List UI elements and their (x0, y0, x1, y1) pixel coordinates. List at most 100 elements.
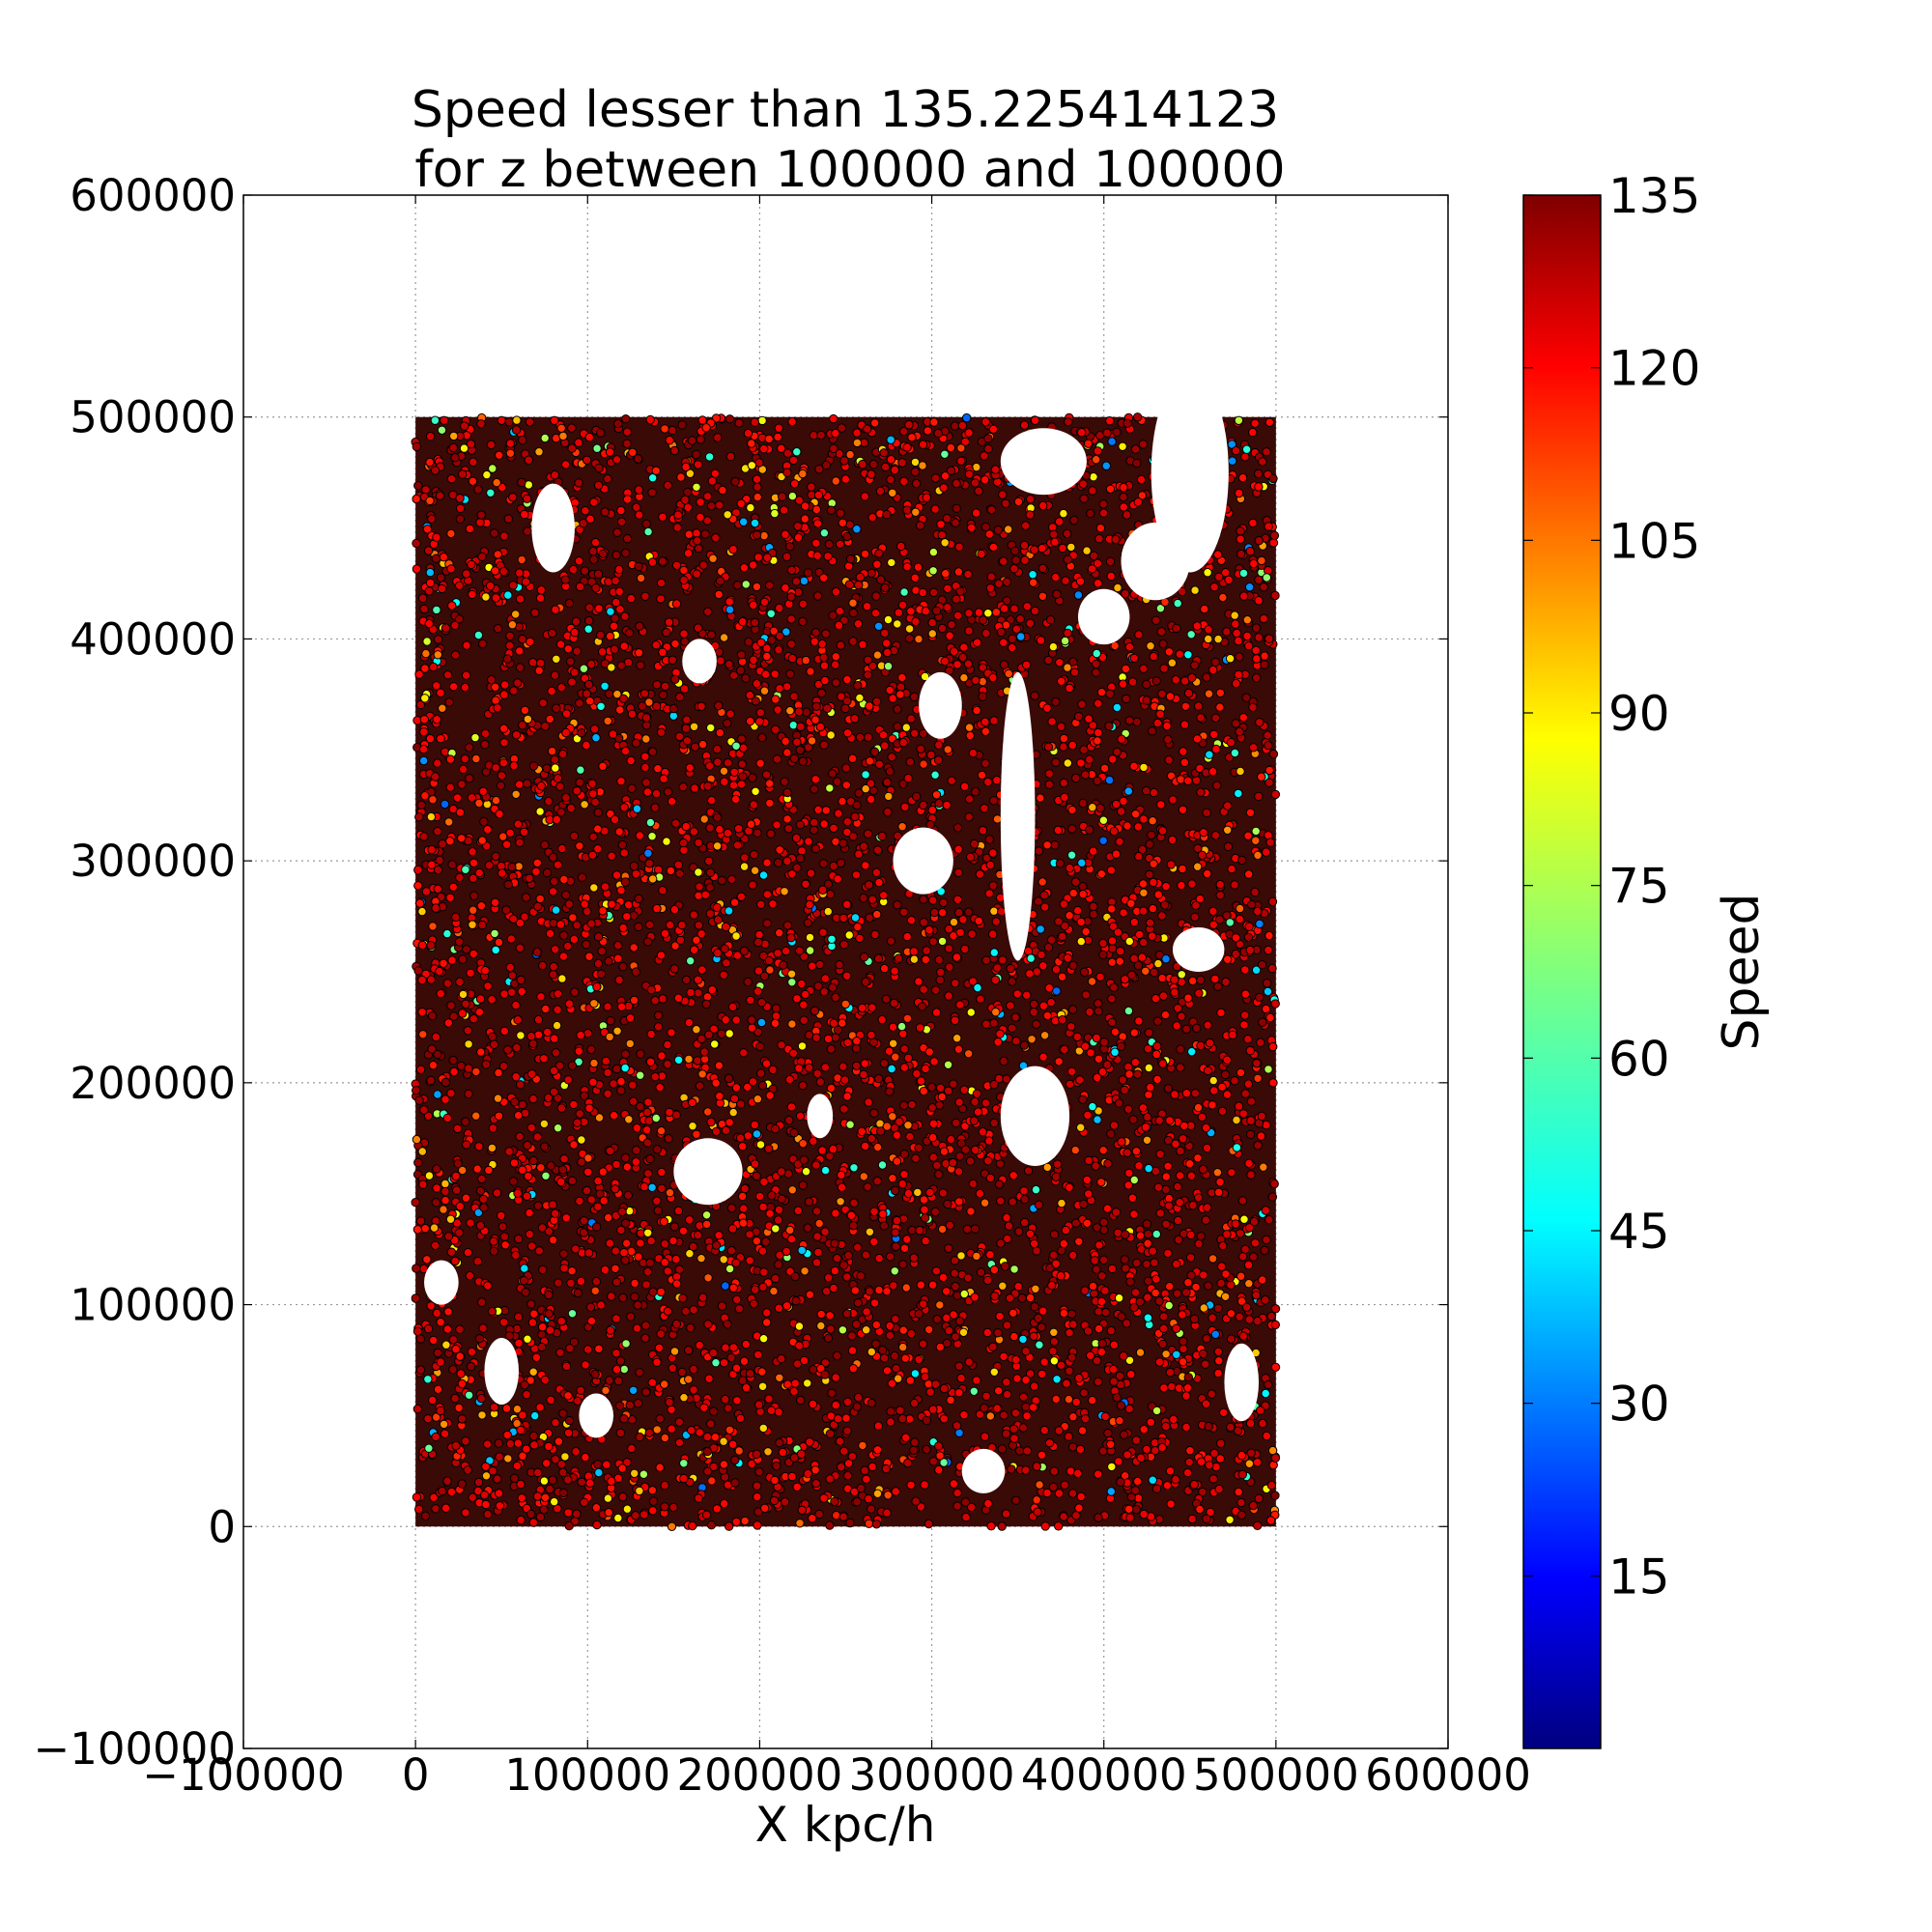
scatter-point (787, 416, 797, 427)
scatter-point (577, 1157, 586, 1167)
scatter-point (1109, 1340, 1120, 1350)
scatter-point (1117, 807, 1126, 816)
scatter-point (775, 845, 784, 855)
scatter-point (739, 1048, 749, 1058)
scatter-point (1254, 633, 1264, 642)
scatter-point (1011, 1037, 1021, 1046)
scatter-point (934, 1441, 944, 1451)
scatter-point (869, 1236, 879, 1247)
scatter-point (575, 841, 584, 851)
scatter-point (1107, 904, 1117, 914)
scatter-point (615, 605, 625, 614)
scatter-point (598, 761, 608, 771)
scatter-point (949, 917, 959, 927)
scatter-point (1043, 943, 1054, 952)
scatter-point (553, 1123, 563, 1133)
scatter-point (946, 1134, 956, 1145)
scatter-point (1240, 965, 1250, 975)
scatter-point (702, 992, 713, 1002)
scatter-point (921, 1236, 930, 1246)
scatter-point (674, 731, 685, 742)
scatter-point (773, 705, 782, 715)
scatter-point (620, 1063, 630, 1073)
scatter-point (440, 1503, 451, 1513)
scatter-point (902, 442, 912, 452)
scatter-point (724, 1073, 734, 1084)
scatter-point (696, 929, 706, 939)
scatter-point (1069, 515, 1079, 526)
scatter-point (939, 897, 949, 908)
scatter-point (825, 1151, 835, 1161)
scatter-point (449, 1066, 459, 1077)
scatter-point (1149, 859, 1158, 868)
scatter-point (838, 1325, 848, 1335)
scatter-point (1190, 1089, 1201, 1098)
scatter-point (739, 862, 750, 871)
scatter-point (1161, 1219, 1171, 1230)
scatter-point (517, 1493, 526, 1503)
scatter-point (795, 1395, 806, 1406)
scatter-point (855, 933, 865, 943)
scatter-point (1261, 1206, 1271, 1215)
scatter-point (1196, 1232, 1206, 1241)
scatter-point (1007, 1023, 1017, 1034)
scatter-point (663, 1059, 672, 1069)
scatter-point (1184, 1457, 1194, 1467)
scatter-point (843, 1470, 853, 1481)
scatter-point (433, 1348, 442, 1358)
scatter-point (560, 575, 570, 584)
scatter-point (823, 1034, 834, 1044)
scatter-point (872, 1489, 883, 1498)
scatter-point (689, 910, 698, 920)
scatter-point (758, 1423, 768, 1434)
scatter-point (442, 1324, 453, 1334)
scatter-point (1011, 1495, 1021, 1505)
scatter-point (952, 952, 962, 962)
scatter-point (775, 1437, 784, 1448)
scatter-point (425, 567, 435, 578)
scatter-point (998, 1281, 1008, 1291)
scatter-point (644, 697, 654, 707)
scatter-point (564, 1415, 575, 1426)
scatter-point (607, 899, 616, 909)
scatter-point (1267, 963, 1277, 974)
scatter-point (1094, 1240, 1104, 1250)
scatter-point (842, 531, 852, 542)
scatter-point (694, 921, 704, 930)
scatter-point (938, 1272, 949, 1283)
scatter-point (862, 1307, 871, 1317)
scatter-point (786, 1102, 797, 1112)
scatter-point (990, 1292, 1000, 1301)
scatter-point (725, 709, 735, 719)
scatter-point (1179, 1344, 1188, 1354)
scatter-point (842, 728, 853, 738)
scatter-point (757, 1081, 768, 1091)
scatter-point (834, 620, 844, 631)
scatter-point (891, 1228, 900, 1237)
scatter-point (553, 989, 563, 999)
scatter-point (789, 1386, 799, 1397)
scatter-point (650, 1072, 660, 1082)
scatter-point (781, 1301, 792, 1311)
scatter-point (472, 1164, 482, 1174)
scatter-point (446, 1001, 456, 1010)
scatter-point (446, 1247, 457, 1257)
scatter-point (898, 1260, 908, 1269)
scatter-point (467, 793, 477, 803)
scatter-point (574, 556, 584, 566)
scatter-point (621, 1339, 631, 1349)
scatter-point (1151, 1484, 1162, 1493)
scatter-point (481, 592, 491, 602)
scatter-point (1259, 582, 1268, 592)
scatter-point (694, 988, 703, 998)
scatter-point (432, 1164, 441, 1174)
scatter-point (899, 1044, 909, 1054)
scatter-point (611, 455, 622, 465)
scatter-point (1192, 734, 1203, 744)
scatter-point (543, 1027, 553, 1037)
scatter-point (762, 651, 772, 662)
scatter-point (1254, 469, 1264, 479)
scatter-point (1112, 1392, 1122, 1403)
scatter-point (653, 1206, 663, 1215)
scatter-point (586, 1316, 597, 1326)
